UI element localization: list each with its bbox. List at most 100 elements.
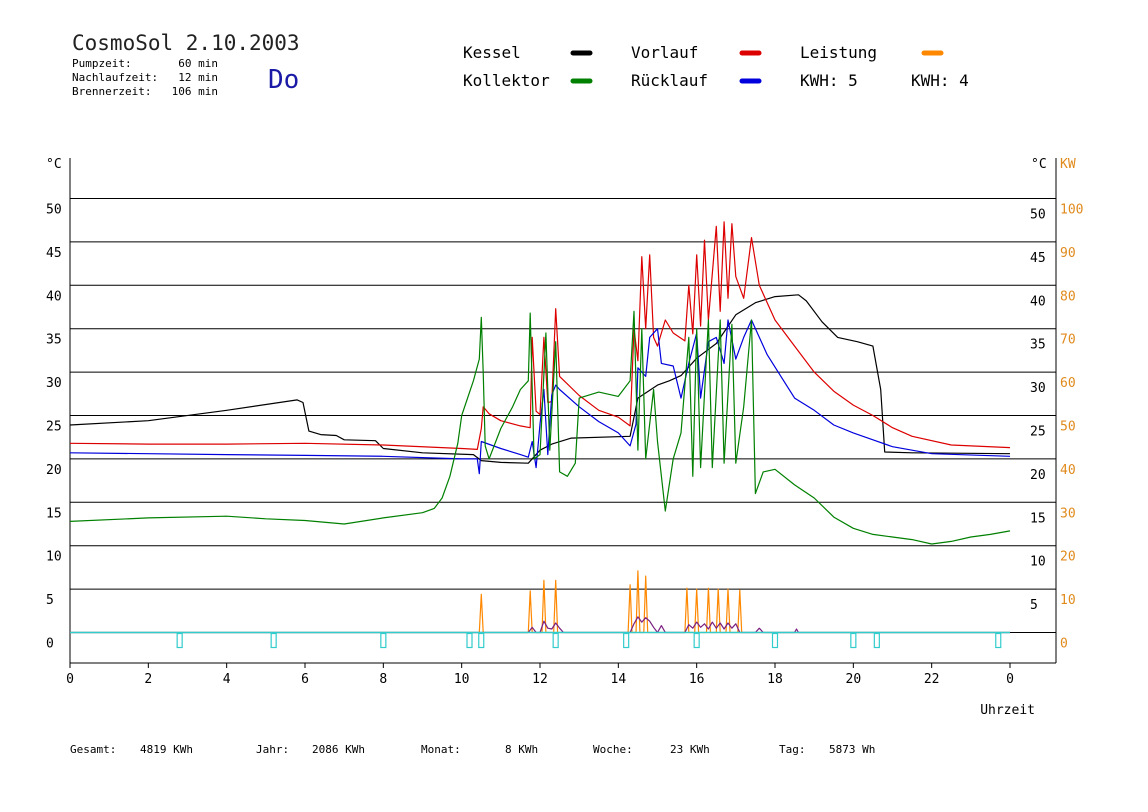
y2-tick: 20 (1060, 550, 1076, 565)
chart-title: CosmoSol 2.10.2003 (72, 31, 300, 55)
weekday-label: Do (268, 65, 299, 95)
axes (69, 158, 1057, 664)
series-vorlauf (69, 221, 1011, 450)
footer-value-gesamt: 4819 KWh (140, 743, 193, 756)
x-tick-label: 4 (223, 672, 231, 687)
tick-labels: 0510152025303540455051015202530354045500… (46, 203, 1083, 688)
stat-label-pumpzeit: Pumpzeit: (72, 57, 132, 70)
pump-marker (995, 632, 1002, 649)
x-tick-label: 14 (611, 672, 627, 687)
stat-label-nachlaufzeit: Nachlaufzeit: (72, 71, 158, 84)
y-tick-left: 20 (46, 463, 62, 478)
legend-label-kollektor: Kollektor (463, 71, 550, 90)
y-tick-right: 20 (1030, 468, 1046, 483)
y-tick-right: 5 (1030, 598, 1038, 613)
y-tick-left: 0 (46, 637, 54, 652)
series (69, 221, 1011, 634)
y-tick-left: 25 (46, 420, 62, 435)
footer-value-monat: 8 KWh (505, 743, 538, 756)
series-leistung-wärme- (70, 616, 1010, 634)
pump-marker (466, 632, 473, 649)
series-kessel (69, 294, 1011, 464)
y-tick-left: 45 (46, 246, 62, 261)
y-tick-left: 30 (46, 376, 62, 391)
y-tick-right: 10 (1030, 555, 1046, 570)
kwh-label-orange: KWH: 5 (800, 71, 858, 90)
footer-value-tag: 5873 Wh (829, 743, 875, 756)
y2-axis-unit: KW (1060, 157, 1076, 172)
y-tick-left: 5 (46, 593, 54, 608)
x-tick-label: 12 (532, 672, 548, 687)
y-tick-right: 35 (1030, 338, 1046, 353)
x-tick-label: 8 (379, 672, 387, 687)
series-rücklauf (69, 319, 1011, 475)
x-axis-label: Uhrzeit (980, 703, 1035, 718)
y2-tick: 0 (1060, 637, 1068, 652)
pump-marker (771, 632, 779, 649)
series-leistung (70, 570, 1010, 634)
footer-value-jahr: 2086 KWh (312, 743, 365, 756)
legend: Kessel Vorlauf Leistung Kollektor Rückla… (463, 43, 969, 90)
y-tick-left: 15 (46, 506, 62, 521)
grid (70, 198, 1056, 633)
y2-tick: 90 (1060, 246, 1076, 261)
x-tick-label: 20 (846, 672, 862, 687)
footer-label-monat: Monat: (421, 743, 461, 756)
footer-totals: Gesamt: 4819 KWh Jahr: 2086 KWh Monat: 8… (70, 743, 875, 756)
x-tick-label: 10 (454, 672, 470, 687)
pump-marker (270, 632, 277, 649)
series-kollektor (69, 310, 1011, 545)
x-tick-label: 0 (1006, 672, 1014, 687)
legend-label-vorlauf: Vorlauf (631, 43, 698, 62)
y2-tick: 40 (1060, 463, 1076, 478)
pump-marker (693, 632, 700, 649)
pump-markers (70, 631, 1010, 649)
y-tick-right: 25 (1030, 425, 1046, 440)
stat-value-pumpzeit: 60 min (178, 57, 218, 70)
y-tick-left: 35 (46, 333, 62, 348)
y-tick-left: 40 (46, 289, 62, 304)
y-tick-right: 40 (1030, 294, 1046, 309)
y-tick-left: 10 (46, 550, 62, 565)
legend-label-leistung: Leistung (800, 43, 877, 62)
y-tick-right: 45 (1030, 251, 1046, 266)
y2-tick: 10 (1060, 593, 1076, 608)
x-tick-label: 18 (767, 672, 783, 687)
pump-marker (176, 632, 183, 649)
legend-label-kessel: Kessel (463, 43, 521, 62)
pump-marker (552, 632, 559, 649)
x-tick-label: 2 (144, 672, 152, 687)
y2-tick: 60 (1060, 376, 1076, 391)
y2-tick: 70 (1060, 333, 1076, 348)
y-tick-right: 15 (1030, 511, 1046, 526)
y-tick-left: 50 (46, 203, 62, 218)
x-tick-label: 22 (924, 672, 940, 687)
y2-tick: 30 (1060, 506, 1076, 521)
y2-tick: 100 (1060, 203, 1083, 218)
footer-label-gesamt: Gesamt: (70, 743, 116, 756)
stat-label-brennerzeit: Brennerzeit: (72, 85, 151, 98)
y2-tick: 50 (1060, 420, 1076, 435)
footer-label-jahr: Jahr: (256, 743, 289, 756)
stat-value-brennerzeit: 106 min (172, 85, 218, 98)
x-tick-label: 0 (66, 672, 74, 687)
pump-marker (623, 632, 630, 649)
pump-marker (850, 632, 857, 649)
y-tick-right: 30 (1030, 381, 1046, 396)
footer-label-tag: Tag: (779, 743, 806, 756)
x-tick-label: 16 (689, 672, 705, 687)
footer-value-woche: 23 KWh (670, 743, 710, 756)
x-tick-label: 6 (301, 672, 309, 687)
stat-value-nachlaufzeit: 12 min (178, 71, 218, 84)
y-tick-right: 50 (1030, 208, 1046, 223)
y-axis-unit-right: °C (1031, 157, 1047, 172)
pump-marker (873, 632, 880, 649)
kwh-label-purple: KWH: 4 (911, 71, 969, 90)
footer-label-woche: Woche: (593, 743, 633, 756)
pump-marker (478, 632, 485, 649)
legend-label-ruecklauf: Rücklauf (631, 71, 708, 90)
pump-marker (380, 632, 387, 649)
y-axis-unit-left: °C (46, 157, 62, 172)
y2-tick: 80 (1060, 289, 1076, 304)
